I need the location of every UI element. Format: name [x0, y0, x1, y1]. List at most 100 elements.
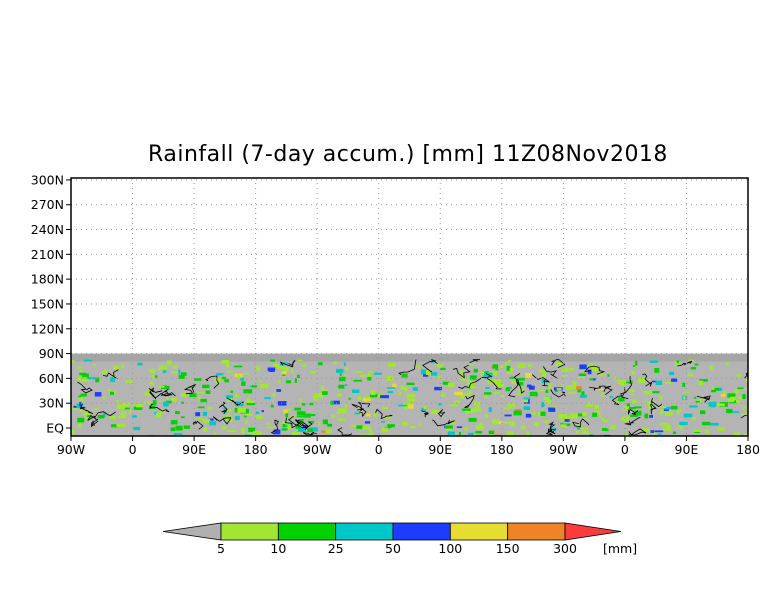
rain-cell: [132, 415, 137, 418]
rain-cell: [247, 432, 254, 436]
rain-cell: [144, 401, 152, 404]
rain-cell: [506, 386, 512, 389]
rain-cell: [671, 405, 678, 410]
rain-cell: [363, 396, 370, 399]
rain-cell: [154, 411, 157, 415]
rain-cell: [578, 373, 587, 376]
rain-cell: [727, 398, 735, 403]
coastline: [337, 427, 353, 436]
rain-cell: [298, 421, 304, 426]
rain-cell: [159, 409, 164, 414]
rain-cell: [270, 404, 274, 408]
rain-cell: [516, 393, 524, 395]
rain-cell: [420, 369, 430, 375]
coastline: [508, 373, 521, 398]
rain-cell: [197, 406, 205, 409]
rain-cell: [322, 419, 328, 425]
rain-cell: [86, 377, 95, 380]
rain-cell: [609, 396, 614, 398]
rain-cell: [568, 391, 577, 394]
rain-cell: [520, 425, 526, 430]
rain-cell: [314, 393, 323, 398]
rain-cell: [736, 399, 740, 404]
rain-cell: [581, 391, 585, 396]
rain-cell: [503, 421, 507, 424]
rain-cell: [466, 391, 473, 395]
rain-cell: [303, 413, 311, 418]
rain-cell: [381, 420, 386, 423]
rain-cell: [381, 427, 389, 433]
rain-cell: [474, 406, 481, 412]
rain-cell: [214, 378, 221, 383]
rain-cell: [233, 365, 243, 368]
colorbar-label: 100: [438, 541, 462, 556]
rain-cell: [437, 376, 443, 380]
coastline: [603, 385, 613, 396]
rain-cell: [576, 426, 582, 430]
rain-cell: [527, 384, 532, 388]
rain-cell: [120, 411, 126, 417]
rain-cell: [243, 373, 250, 375]
rain-cell: [505, 387, 510, 392]
rain-cell: [773, 428, 780, 430]
rain-cell: [699, 379, 708, 382]
rain-cell: [462, 408, 471, 411]
rain-cell: [541, 402, 544, 408]
rain-cell: [509, 377, 513, 379]
rain-cell: [175, 411, 180, 415]
rain-cell: [384, 416, 391, 419]
rain-cell: [227, 430, 237, 433]
rain-cell: [680, 426, 683, 430]
rain-cell: [282, 374, 286, 376]
rain-cell: [564, 423, 571, 426]
rain-cell: [133, 426, 141, 431]
rain-cell: [498, 421, 502, 425]
colorbar-unit: [mm]: [603, 541, 637, 556]
coastline: [740, 414, 748, 419]
rain-cell: [567, 385, 577, 390]
coastline: [452, 364, 471, 379]
rain-cell: [282, 424, 286, 428]
colorbar-segment: [335, 522, 394, 541]
rain-cell: [407, 398, 416, 401]
rain-cell: [246, 403, 255, 406]
rain-cell: [554, 388, 558, 393]
rain-cell: [285, 413, 289, 418]
rain-cell: [492, 364, 498, 369]
coastline: [572, 418, 590, 428]
rain-cell: [676, 409, 680, 415]
rain-cell: [709, 365, 713, 371]
rain-cell: [336, 411, 340, 414]
rain-cell: [473, 433, 477, 436]
rain-cell: [562, 375, 568, 377]
rain-cell: [561, 383, 564, 387]
rain-cell: [438, 403, 442, 406]
rain-cell: [269, 367, 275, 372]
rain-cell: [664, 411, 673, 416]
rain-cell: [775, 404, 778, 408]
rain-cell: [540, 411, 546, 416]
rain-cell: [538, 369, 546, 373]
rain-cell: [166, 400, 172, 404]
rain-cell: [665, 425, 671, 430]
rain-cell: [322, 391, 328, 395]
coastline: [288, 415, 313, 429]
rain-cell: [387, 391, 393, 394]
plot-frame: [70, 177, 749, 437]
rain-cell: [313, 396, 319, 401]
y-tick-label: 240N: [31, 222, 64, 237]
coastline: [624, 417, 641, 426]
rain-cell: [406, 394, 415, 398]
rain-cell: [693, 396, 697, 399]
rain-cell: [749, 436, 758, 440]
rain-cell: [255, 411, 259, 415]
rain-cell: [503, 407, 511, 410]
rain-cell: [144, 392, 153, 396]
rain-cell: [741, 413, 748, 416]
rain-cell: [660, 422, 669, 426]
colorbar-label: 10: [270, 541, 286, 556]
coastline: [627, 408, 639, 416]
x-tick-label: 0: [375, 442, 383, 457]
rain-cell: [223, 414, 232, 417]
